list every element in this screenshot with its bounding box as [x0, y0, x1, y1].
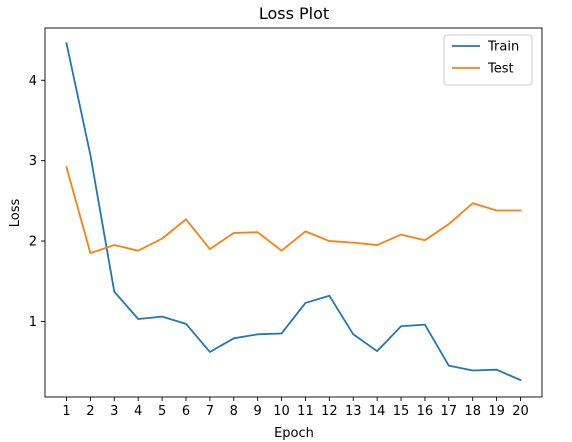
x-tick-label: 9	[254, 404, 262, 419]
x-tick-label: 12	[321, 404, 338, 419]
x-tick-label: 16	[417, 404, 434, 419]
x-tick-label: 14	[369, 404, 386, 419]
x-tick-label: 7	[206, 404, 214, 419]
y-axis-label: Loss	[8, 199, 23, 228]
x-tick-label: 6	[182, 404, 190, 419]
x-tick-label: 4	[134, 404, 142, 419]
series-line-test	[65, 165, 522, 255]
series-line-train	[65, 42, 522, 382]
y-tick-label: 4	[29, 74, 37, 89]
x-tick-label: 19	[488, 404, 505, 419]
x-tick-label: 1	[62, 404, 70, 419]
legend-label-train: Train	[487, 40, 519, 55]
legend-label-test: Test	[487, 62, 514, 77]
x-tick-label: 17	[441, 404, 458, 419]
y-tick-label: 2	[29, 235, 37, 250]
x-tick-label: 5	[158, 404, 166, 419]
legend: Train Test	[443, 34, 533, 86]
y-tick-label: 1	[29, 315, 37, 330]
x-tick-label: 10	[273, 404, 290, 419]
x-tick-label: 11	[297, 404, 314, 419]
y-tick-label: 3	[29, 154, 37, 169]
series-layer	[65, 42, 522, 382]
plot-area-border	[44, 27, 543, 398]
x-tick-label: 3	[110, 404, 118, 419]
chart-title: Loss Plot	[259, 4, 329, 23]
x-tick-label: 15	[393, 404, 410, 419]
x-tick-label: 8	[230, 404, 238, 419]
x-axis-ticks: 1 2 3 4 5 6 7 8 9 10 11 12 13 14 15 16 17 18 19 20	[62, 397, 529, 419]
axes-frame	[44, 27, 543, 398]
y-axis-ticks: 1 2 3 4	[29, 74, 45, 330]
x-tick-label: 18	[464, 404, 481, 419]
legend-box	[443, 34, 533, 86]
x-tick-label: 2	[86, 404, 94, 419]
x-axis-label: Epoch	[274, 426, 314, 441]
x-tick-label: 20	[512, 404, 529, 419]
x-tick-label: 13	[345, 404, 362, 419]
